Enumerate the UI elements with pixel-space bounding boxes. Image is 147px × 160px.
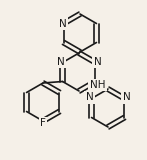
- Text: N: N: [86, 92, 93, 103]
- Text: NH: NH: [90, 80, 105, 90]
- Text: N: N: [57, 56, 64, 67]
- Text: N: N: [59, 19, 66, 28]
- Text: N: N: [123, 92, 130, 103]
- Text: N: N: [94, 56, 101, 67]
- Text: F: F: [40, 118, 46, 128]
